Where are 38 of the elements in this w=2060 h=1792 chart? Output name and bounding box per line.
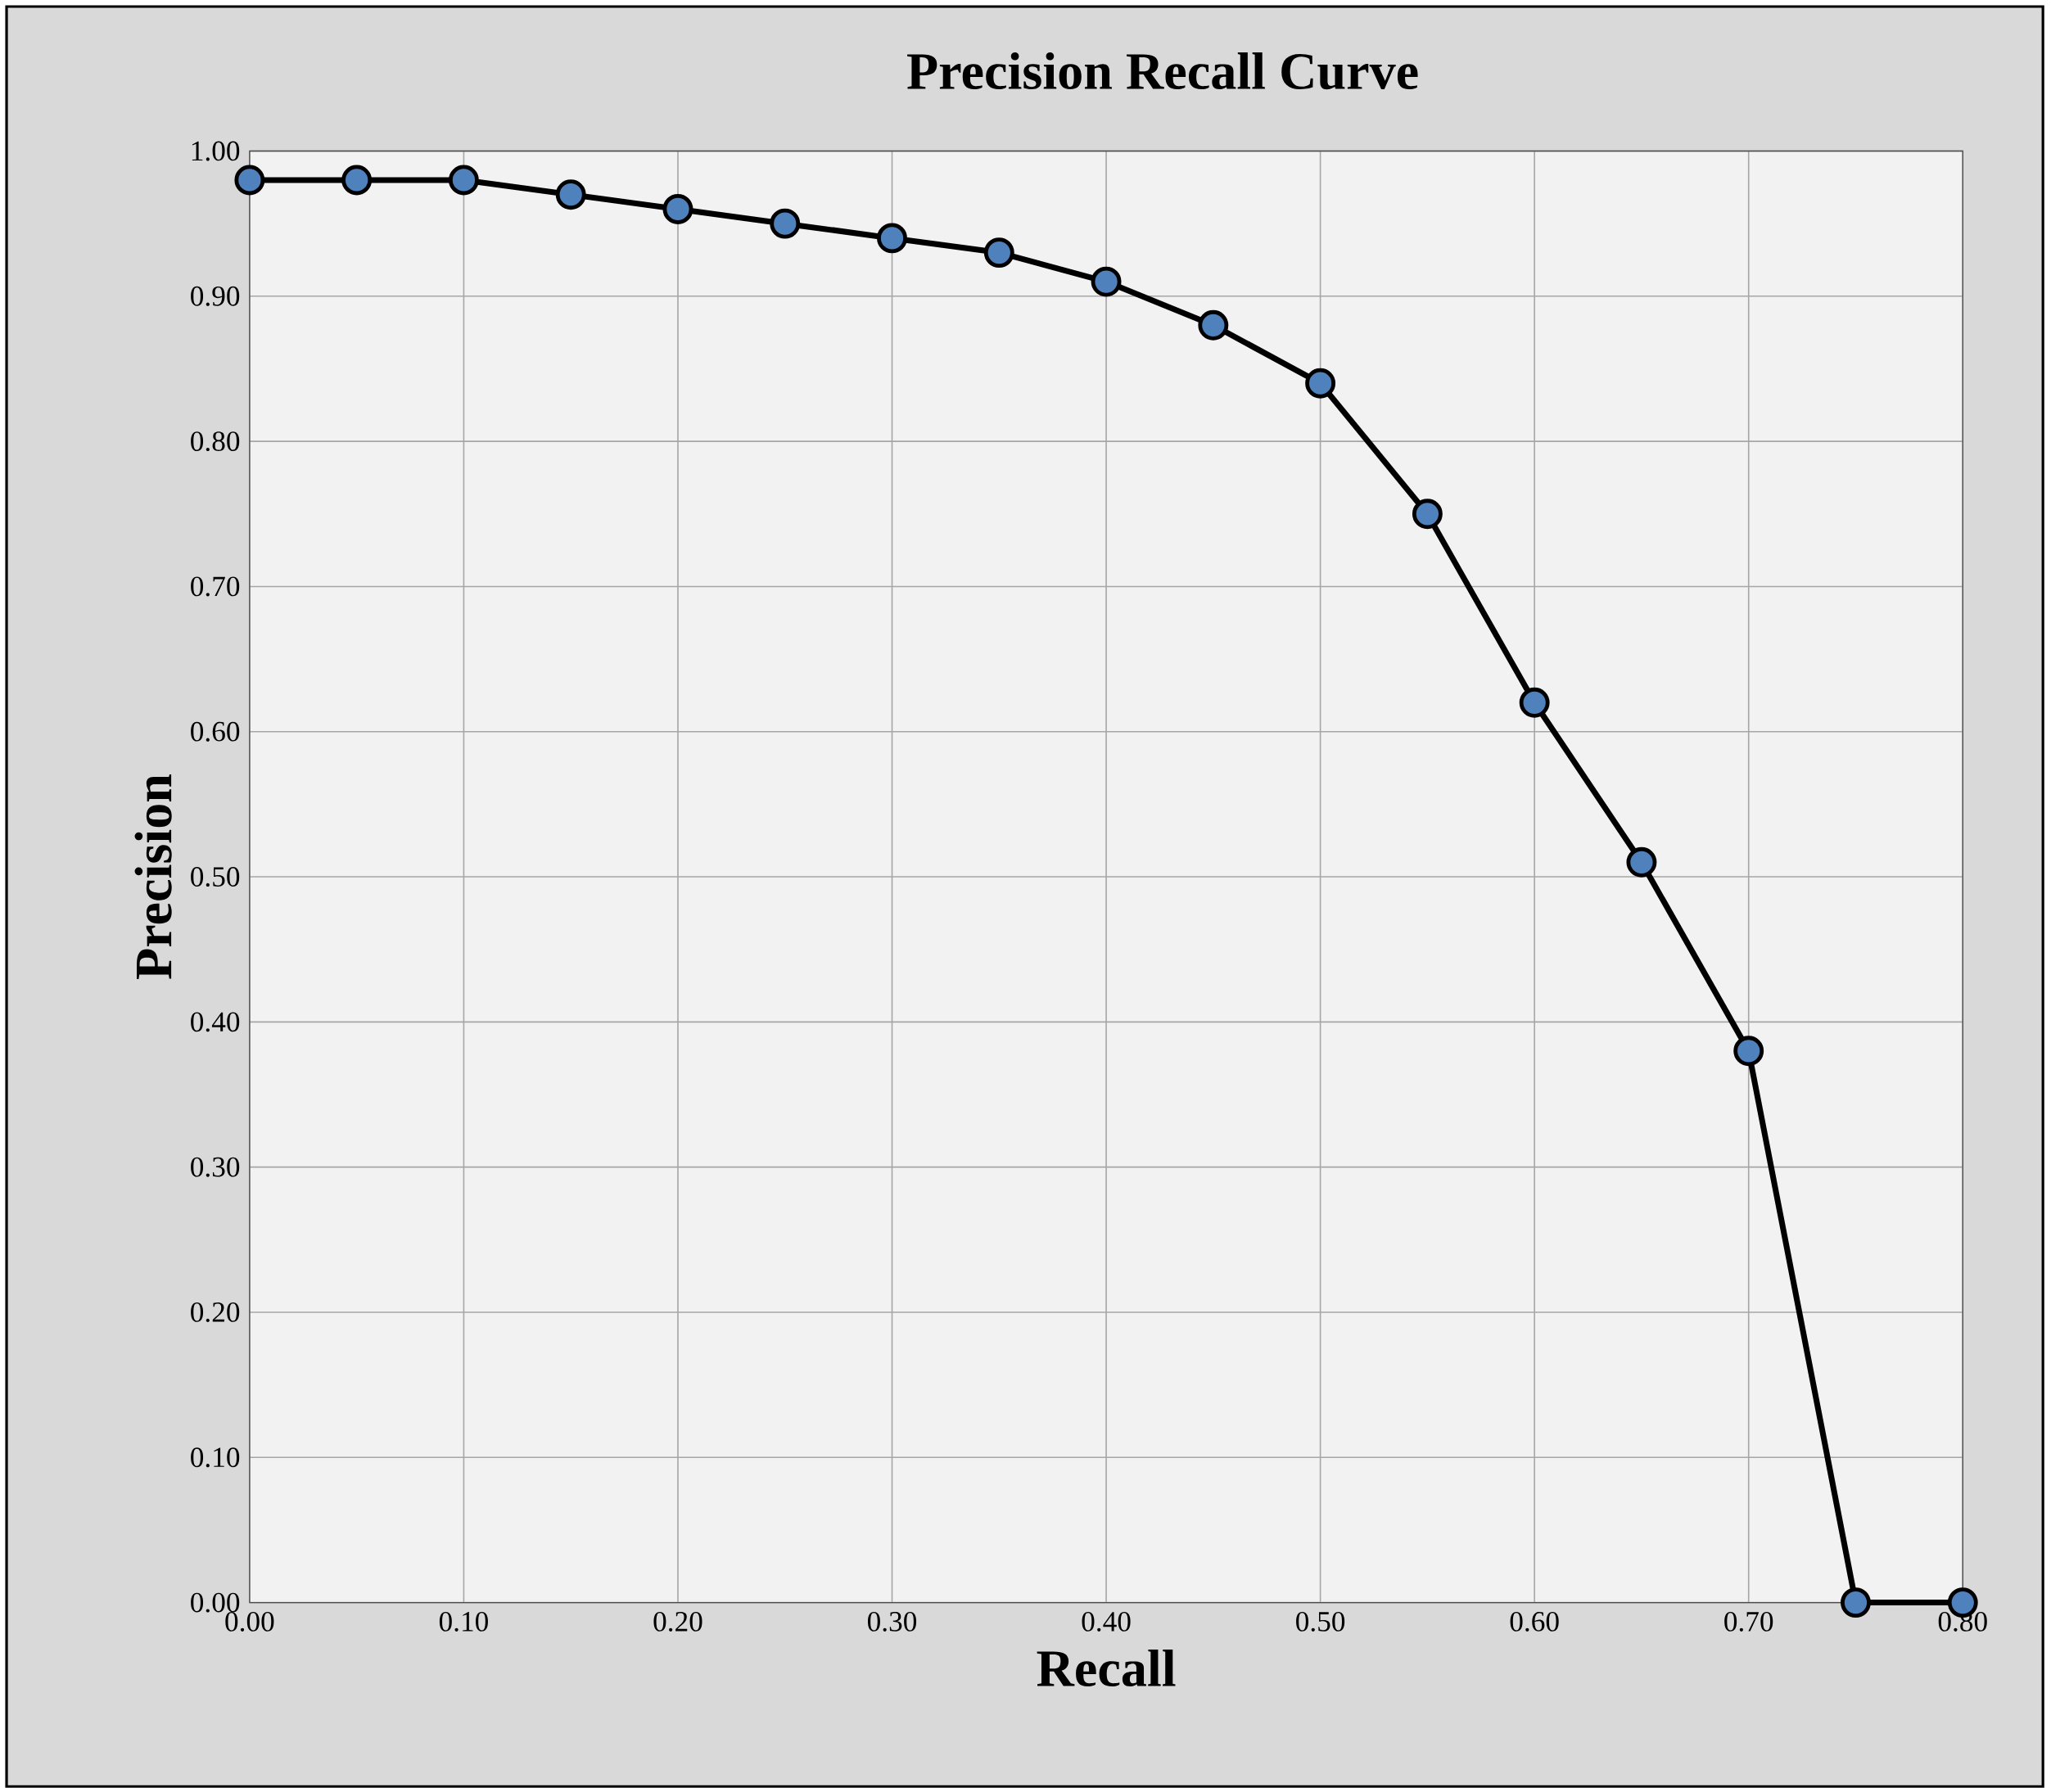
y-tick-label: 0.10 (191, 1447, 240, 1468)
x-tick-label: 0.60 (1510, 1612, 1559, 1632)
x-tick-label: 0.50 (1296, 1612, 1345, 1632)
point (234, 165, 265, 196)
x-tick-label: 0.40 (1082, 1612, 1131, 1632)
x-axis-title: Recall (1037, 1650, 1176, 1687)
x-tick-label: 0.70 (1724, 1612, 1773, 1632)
y-tick-label: 0.30 (191, 1157, 240, 1177)
point (662, 194, 693, 225)
x-tick-label: 0.10 (439, 1612, 488, 1632)
y-tick-label: 0.00 (191, 1592, 240, 1613)
y-tick-label: 0.40 (191, 1012, 240, 1032)
point (1305, 368, 1336, 399)
y-tick-label: 0.50 (191, 867, 240, 887)
point (877, 223, 907, 254)
y-tick-label: 0.60 (191, 721, 240, 742)
point (1412, 499, 1443, 530)
point (1519, 688, 1550, 718)
y-tick-label: 0.70 (191, 576, 240, 597)
point (1733, 1036, 1764, 1067)
point (770, 208, 801, 239)
point (448, 165, 479, 196)
point (1198, 309, 1229, 341)
y-axis-title: Precision (134, 774, 172, 980)
point (555, 179, 586, 210)
point (983, 237, 1014, 269)
point (1626, 847, 1657, 878)
point (1841, 1587, 1871, 1618)
point (341, 165, 373, 196)
chart-title: Precision Recall Curve (907, 52, 1418, 90)
x-tick-label: 0.00 (225, 1612, 274, 1632)
y-tick-label: 1.00 (192, 141, 240, 161)
y-tick-label: 0.90 (191, 287, 240, 306)
y-tick-label: 0.20 (191, 1302, 240, 1323)
x-tick-label: 0.30 (867, 1612, 917, 1632)
x-tick-label: 0.20 (653, 1612, 702, 1632)
point (1091, 266, 1122, 297)
y-tick-label: 0.80 (191, 431, 240, 452)
